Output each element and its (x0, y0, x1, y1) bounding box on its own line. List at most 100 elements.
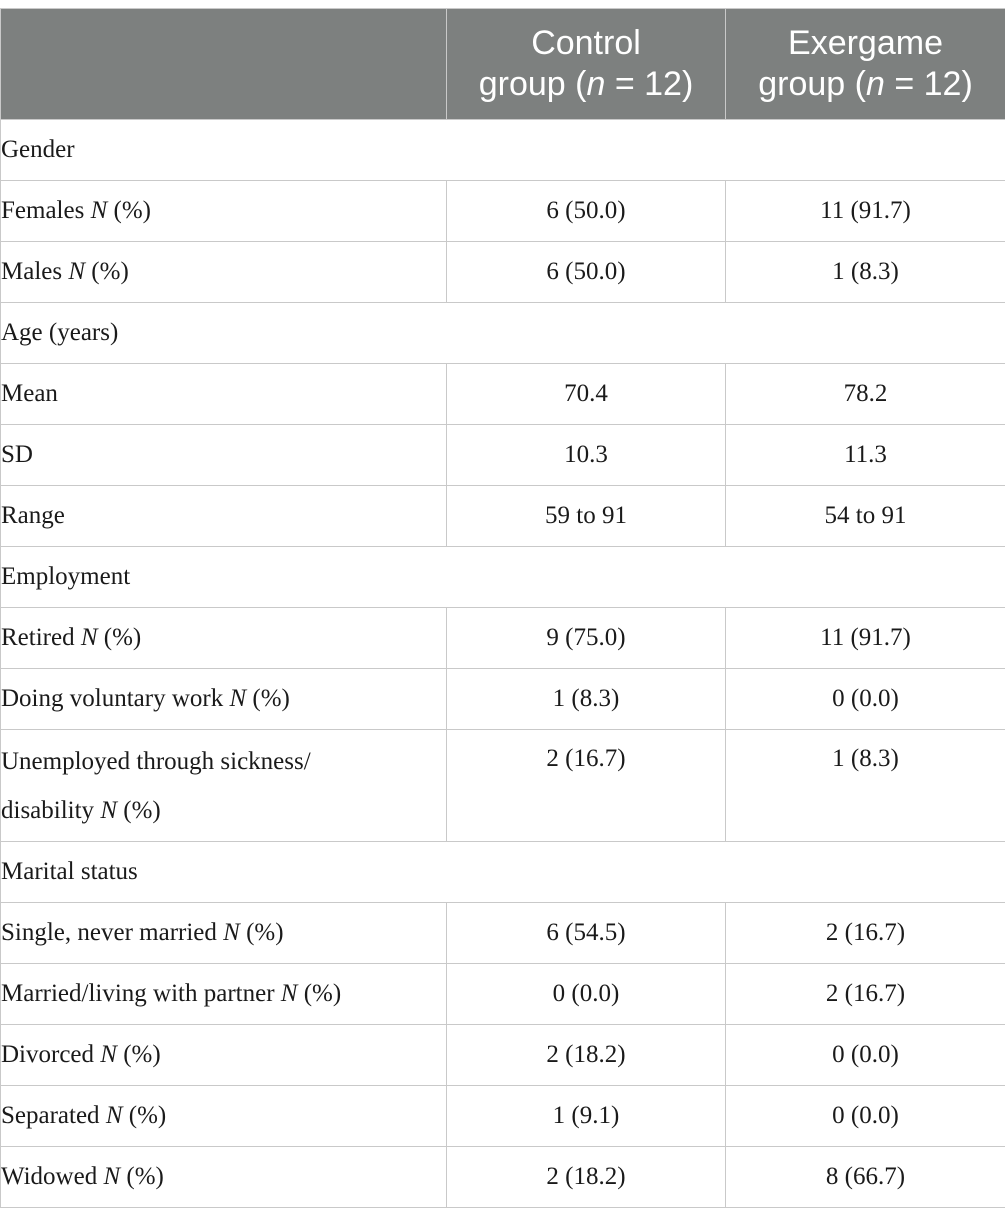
header-exergame-n: n (865, 65, 885, 103)
exergame-value: 78.2 (725, 363, 1005, 425)
row-label-pct: (%) (85, 258, 129, 285)
row-label-n: N (100, 797, 117, 824)
row-label-line2: disability (1, 797, 95, 824)
table-header: Control group (n = 12) Exergame group (n… (0, 8, 1005, 120)
exergame-value: 1 (8.3) (725, 241, 1005, 303)
table-body: Gender Females N (%) 6 (50.0) 11 (91.7) Male… (0, 119, 1005, 1208)
row-label-pct: (%) (246, 685, 290, 712)
table-row: Retired N (%) 9 (75.0) 11 (91.7) (0, 607, 1005, 669)
section-label: Employment (0, 546, 1005, 608)
header-exergame-group: Exergame group (n = 12) (725, 8, 1005, 120)
section-label: Gender (0, 119, 1005, 181)
header-control-line2-post: = 12) (605, 65, 694, 103)
row-label-n: N (280, 980, 298, 1007)
section-row: Employment (0, 546, 1005, 608)
section-row: Marital status (0, 841, 1005, 903)
row-label-text: Mean (1, 380, 58, 407)
control-value: 1 (8.3) (446, 668, 726, 730)
row-label: Separated N (%) (0, 1085, 447, 1147)
exergame-value: 0 (0.0) (725, 668, 1005, 730)
control-value: 2 (18.2) (446, 1146, 726, 1208)
header-exergame-line1: Exergame (788, 24, 943, 62)
control-value: 2 (16.7) (446, 729, 726, 842)
row-label: Females N (%) (0, 180, 447, 242)
row-label-text: Retired (1, 624, 75, 651)
row-label-n: N (103, 1163, 121, 1190)
row-label: Retired N (%) (0, 607, 447, 669)
exergame-value: 2 (16.7) (725, 963, 1005, 1025)
control-value: 10.3 (446, 424, 726, 486)
row-label-n: N (90, 197, 108, 224)
row-label-n: N (68, 258, 86, 285)
row-label: Mean (0, 363, 447, 425)
table-row: Females N (%) 6 (50.0) 11 (91.7) (0, 180, 1005, 242)
row-label-pct: (%) (239, 919, 284, 946)
exergame-value: 0 (0.0) (725, 1024, 1005, 1086)
table-row: Unemployed through sickness/disability N… (0, 729, 1005, 842)
row-label-n: N (105, 1102, 123, 1129)
row-label-n: N (223, 919, 240, 946)
row-label: Widowed N (%) (0, 1146, 447, 1208)
header-row: Control group (n = 12) Exergame group (n… (0, 8, 1005, 120)
control-value: 6 (50.0) (446, 180, 726, 242)
table-row: SD 10.3 11.3 (0, 424, 1005, 486)
row-label: Doing voluntary work N (%) (0, 668, 447, 730)
exergame-value: 11 (91.7) (725, 180, 1005, 242)
row-label-text: Widowed (1, 1163, 98, 1190)
exergame-value: 54 to 91 (725, 485, 1005, 547)
row-label: Males N (%) (0, 241, 447, 303)
section-row: Gender (0, 119, 1005, 181)
row-label: Married/living with partner N (%) (0, 963, 447, 1025)
row-label: Single, never married N (%) (0, 902, 447, 964)
exergame-value: 11.3 (725, 424, 1005, 486)
table-row: Doing voluntary work N (%) 1 (8.3) 0 (0.0) (0, 668, 1005, 730)
table-row: Mean 70.4 78.2 (0, 363, 1005, 425)
row-label: Range (0, 485, 447, 547)
row-label-text: Single, never married (1, 919, 217, 946)
row-label-pct: (%) (97, 624, 142, 651)
table-row: Widowed N (%) 2 (18.2) 8 (66.7) (0, 1146, 1005, 1208)
control-value: 2 (18.2) (446, 1024, 726, 1086)
control-value: 1 (9.1) (446, 1085, 726, 1147)
section-label: Age (years) (0, 302, 1005, 364)
row-label-line1: Unemployed through sickness/ (1, 748, 311, 775)
row-label-pct: (%) (117, 797, 161, 824)
demographics-table: Control group (n = 12) Exergame group (n… (0, 8, 1005, 1208)
exergame-value: 1 (8.3) (725, 729, 1005, 842)
control-value: 6 (54.5) (446, 902, 726, 964)
row-label-pct: (%) (120, 1163, 164, 1190)
control-value: 0 (0.0) (446, 963, 726, 1025)
row-label: SD (0, 424, 447, 486)
control-value: 6 (50.0) (446, 241, 726, 303)
header-blank-cell (0, 8, 447, 120)
table-row: Separated N (%) 1 (9.1) 0 (0.0) (0, 1085, 1005, 1147)
exergame-value: 0 (0.0) (725, 1085, 1005, 1147)
exergame-value: 8 (66.7) (725, 1146, 1005, 1208)
table-row: Single, never married N (%) 6 (54.5) 2 (16… (0, 902, 1005, 964)
header-control-line2-pre: group ( (478, 65, 587, 103)
exergame-value: 11 (91.7) (725, 607, 1005, 669)
row-label-text: Range (1, 502, 65, 529)
row-label-pct: (%) (116, 1041, 161, 1068)
header-control-line1: Control (531, 24, 641, 62)
row-label-text: Doing voluntary work (1, 685, 224, 712)
row-label-text: Females (1, 197, 85, 224)
row-label-text: Males (1, 258, 63, 285)
row-label-pct: (%) (297, 980, 342, 1007)
row-label-text: Married/living with partner (1, 980, 275, 1007)
row-label-text: Divorced (1, 1041, 95, 1068)
header-exergame-line2-pre: group ( (758, 65, 866, 103)
row-label-n: N (100, 1041, 117, 1068)
row-label: Divorced N (%) (0, 1024, 447, 1086)
control-value: 9 (75.0) (446, 607, 726, 669)
header-control-group: Control group (n = 12) (446, 8, 726, 120)
table-row: Divorced N (%) 2 (18.2) 0 (0.0) (0, 1024, 1005, 1086)
table-row: Married/living with partner N (%) 0 (0.0)… (0, 963, 1005, 1025)
row-label-pct: (%) (122, 1102, 167, 1129)
header-control-n: n (586, 65, 606, 103)
row-label-text: Separated (1, 1102, 100, 1129)
table-row: Males N (%) 6 (50.0) 1 (8.3) (0, 241, 1005, 303)
section-label: Marital status (0, 841, 1005, 903)
row-label-text: SD (1, 441, 33, 468)
control-value: 59 to 91 (446, 485, 726, 547)
